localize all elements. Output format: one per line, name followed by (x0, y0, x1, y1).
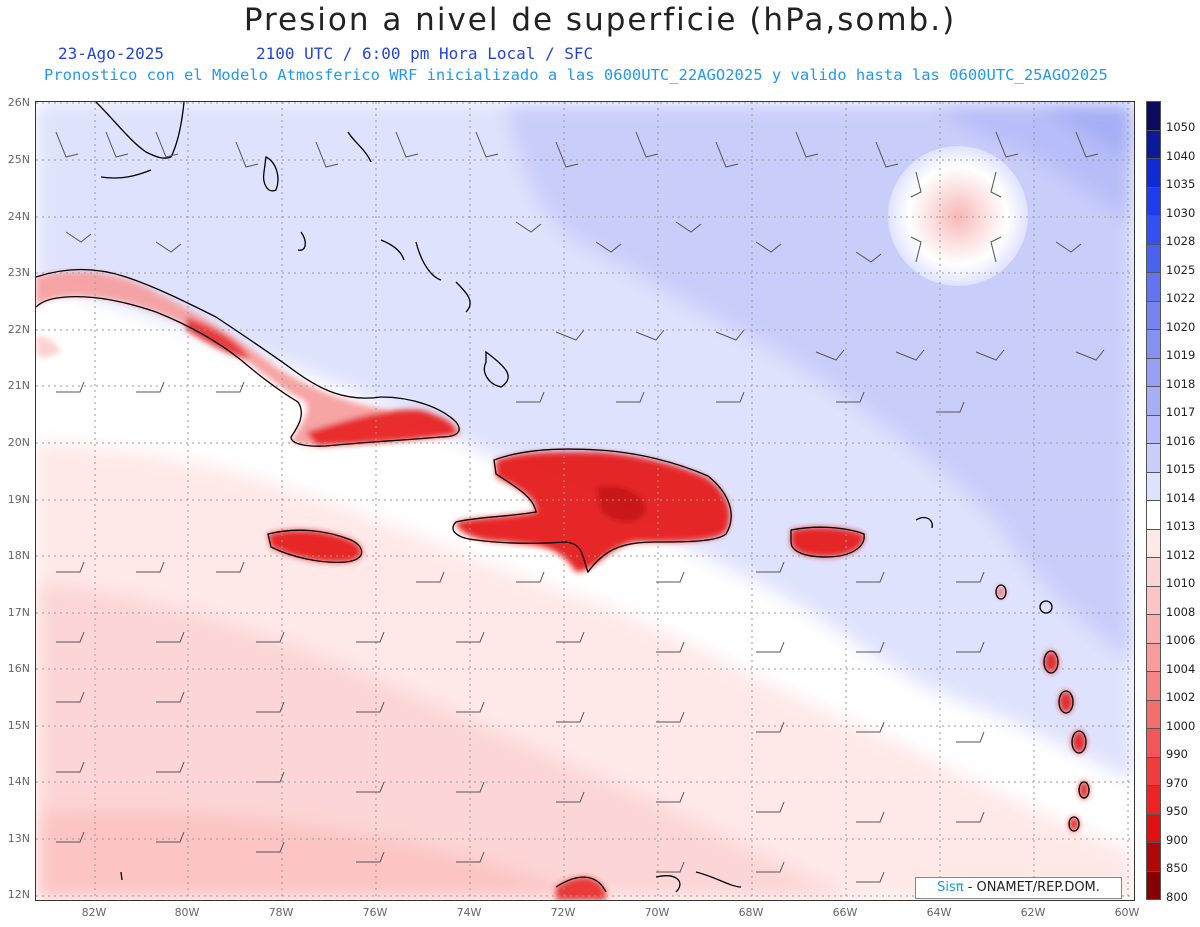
colorbar-segment (1146, 186, 1161, 216)
colorbar-label: 1013 (1166, 519, 1196, 533)
colorbar-segment (1146, 471, 1161, 501)
colorbar-segment (1146, 158, 1161, 188)
lon-label: 66W (832, 906, 858, 919)
lat-label: 19N (7, 493, 30, 506)
colorbar-segment (1146, 585, 1161, 615)
colorbar-label: 1008 (1166, 604, 1196, 619)
colorbar-segment (1146, 785, 1161, 815)
lat-label: 20N (7, 436, 30, 449)
colorbar-segment (1146, 215, 1161, 245)
colorbar-label: 1019 (1166, 348, 1196, 362)
lon-label: 80W (174, 906, 200, 919)
forecast-date: 23-Ago-2025 (58, 44, 164, 63)
colorbar-label: 800 (1166, 889, 1188, 904)
pressure-map (35, 101, 1135, 901)
colorbar-segment (1146, 357, 1161, 387)
lat-label: 25N (7, 153, 30, 166)
colorbar (1146, 101, 1161, 900)
colorbar-label: 1025 (1166, 262, 1196, 277)
lat-label: 14N (7, 775, 30, 788)
colorbar-segment (1146, 557, 1161, 587)
credit-text: - ONAMET/REP.DOM. (963, 880, 1100, 895)
lon-label: 72W (550, 906, 576, 919)
colorbar-label: 970 (1166, 775, 1188, 790)
graticule (36, 102, 1134, 900)
lon-label: 76W (362, 906, 388, 919)
lon-label: 70W (644, 906, 670, 919)
colorbar-segment (1146, 443, 1161, 473)
lat-label: 18N (7, 549, 30, 562)
colorbar-label: 850 (1166, 861, 1188, 875)
colorbar-label: 1028 (1166, 234, 1196, 248)
lat-label: 21N (7, 379, 30, 392)
colorbar-segment (1146, 813, 1161, 843)
lat-label: 15N (7, 719, 30, 732)
land-shading (36, 271, 1089, 900)
colorbar-segment (1146, 671, 1161, 701)
forecast-time: 2100 UTC / 6:00 pm Hora Local / SFC (256, 44, 594, 63)
lat-label: 17N (7, 606, 30, 619)
colorbar-segment (1146, 272, 1161, 302)
colorbar-label: 990 (1166, 747, 1188, 761)
lat-label: 22N (7, 323, 30, 336)
colorbar-label: 950 (1166, 804, 1188, 818)
colorbar-segment (1146, 528, 1161, 558)
colorbar-label: 1020 (1166, 319, 1196, 334)
colorbar-label: 1035 (1166, 177, 1196, 191)
colorbar-segment (1146, 386, 1161, 416)
colorbar-label: 1015 (1166, 462, 1196, 476)
colorbar-label: 1022 (1166, 291, 1196, 305)
colorbar-label: 1016 (1166, 433, 1196, 448)
lat-label: 13N (7, 832, 30, 845)
tropical-low (888, 146, 1028, 286)
colorbar-label: 1050 (1166, 120, 1196, 134)
credit-box: Sisπ - ONAMET/REP.DOM. (915, 877, 1122, 899)
colorbar-label: 1014 (1166, 490, 1196, 505)
colorbar-segment (1146, 756, 1161, 786)
colorbar-segment (1146, 243, 1161, 273)
colorbar-label: 1000 (1166, 718, 1196, 733)
lat-label: 16N (7, 662, 30, 675)
colorbar-label: 1012 (1166, 547, 1196, 562)
colorbar-segment (1146, 414, 1161, 444)
colorbar-segment (1146, 129, 1161, 159)
colorbar-label: 1010 (1166, 576, 1196, 590)
page-title: Presion a nivel de superficie (hPa,somb.… (243, 2, 957, 38)
colorbar-label: 900 (1166, 832, 1188, 847)
colorbar-segment (1146, 728, 1161, 758)
lon-label: 82W (81, 906, 107, 919)
colorbar-label: 1018 (1166, 376, 1196, 391)
colorbar-segment (1146, 642, 1161, 672)
wind-barbs (55, 131, 1105, 883)
colorbar-segment (1146, 614, 1161, 644)
colorbar-segment (1146, 842, 1161, 872)
lat-label: 24N (7, 210, 30, 223)
sispi-logo: Sisπ (937, 880, 964, 895)
colorbar-segment (1146, 101, 1161, 131)
map-svg (36, 102, 1134, 900)
colorbar-label: 1002 (1166, 690, 1196, 704)
lon-label: 62W (1020, 906, 1046, 919)
lat-label: 23N (7, 266, 30, 279)
colorbar-label: 1040 (1166, 148, 1196, 163)
colorbar-label: 1030 (1166, 205, 1196, 220)
colorbar-label: 1017 (1166, 405, 1196, 419)
colorbar-segment (1146, 300, 1161, 330)
colorbar-segment (1146, 329, 1161, 359)
lat-label: 26N (7, 96, 30, 109)
lon-label: 74W (456, 906, 482, 919)
lon-label: 64W (926, 906, 952, 919)
colorbar-segment (1146, 500, 1161, 530)
colorbar-label: 1004 (1166, 661, 1196, 676)
lon-label: 78W (268, 906, 294, 919)
model-info: Pronostico con el Modelo Atmosferico WRF… (44, 66, 1108, 84)
colorbar-segment (1146, 699, 1161, 729)
colorbar-segment (1146, 870, 1161, 900)
lon-label: 60W (1114, 906, 1140, 919)
coastlines (36, 102, 1090, 893)
pressure-shading (36, 102, 1134, 900)
lon-label: 68W (738, 906, 764, 919)
colorbar-label: 1006 (1166, 633, 1196, 647)
lat-label: 12N (7, 888, 30, 901)
